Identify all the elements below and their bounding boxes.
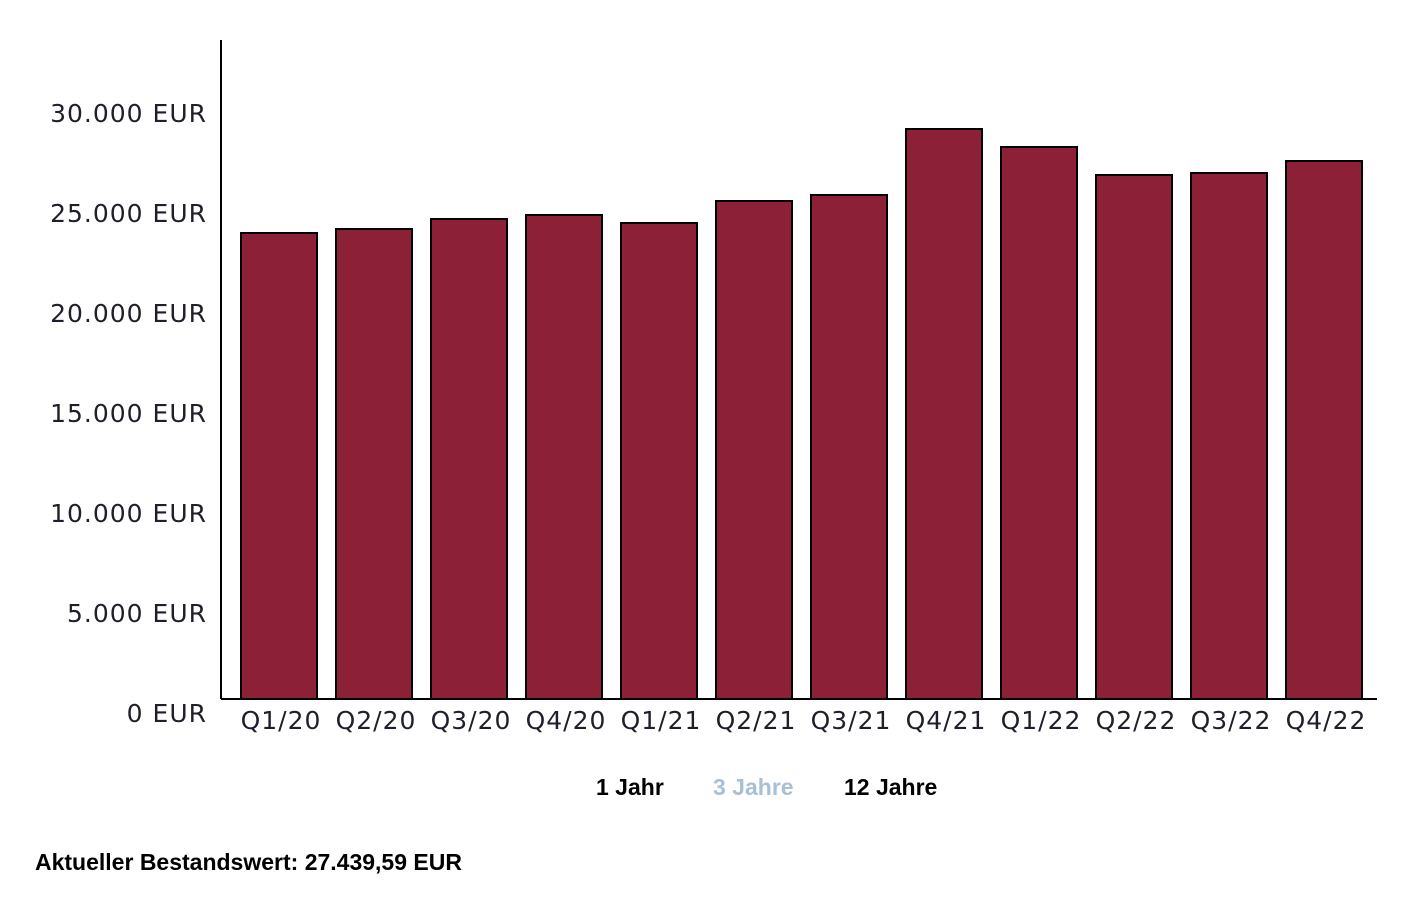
x-axis-ticks: Q1/20 Q2/20 Q3/20 Q4/20 Q1/21 Q2/21 Q3/21 Q4/21… <box>241 706 1367 735</box>
x-tick-label: Q4/22 <box>1286 706 1367 735</box>
bar-q1-20 <box>240 232 318 700</box>
x-tick-label: Q4/21 <box>906 706 987 735</box>
y-tick-label: 5.000 EUR <box>67 599 207 628</box>
range-option-1-jahr[interactable]: 1 Jahr <box>596 774 664 800</box>
bar-q4-20 <box>525 214 603 700</box>
x-tick-label: Q3/20 <box>431 706 512 735</box>
x-tick-label: Q1/20 <box>241 706 322 735</box>
bar-chart: 0 EUR 5.000 EUR 10.000 EUR 15.000 EUR 20.000… <box>50 40 1377 735</box>
current-value-label: Aktueller Bestandswert: 27.439,59 EUR <box>35 849 462 875</box>
y-tick-label: 15.000 EUR <box>50 399 207 428</box>
bar-q2-21 <box>715 200 793 700</box>
y-tick-label: 0 EUR <box>127 699 207 728</box>
bars-group <box>240 128 1363 700</box>
bar-q4-21 <box>905 128 983 700</box>
bar-q3-22 <box>1190 172 1268 700</box>
bar-q4-22 <box>1285 160 1363 700</box>
bar-q2-22 <box>1095 174 1173 700</box>
y-axis-ticks: 0 EUR 5.000 EUR 10.000 EUR 15.000 EUR 20.000… <box>50 99 207 728</box>
bar-q2-20 <box>335 228 413 700</box>
x-tick-label: Q3/22 <box>1191 706 1272 735</box>
y-tick-label: 30.000 EUR <box>50 99 207 128</box>
x-tick-label: Q2/21 <box>716 706 797 735</box>
y-tick-label: 10.000 EUR <box>50 499 207 528</box>
x-tick-label: Q1/22 <box>1001 706 1082 735</box>
x-tick-label: Q4/20 <box>526 706 607 735</box>
x-tick-label: Q3/21 <box>811 706 892 735</box>
y-tick-label: 20.000 EUR <box>50 299 207 328</box>
bar-q1-22 <box>1000 146 1078 700</box>
x-tick-label: Q2/22 <box>1096 706 1177 735</box>
bar-q1-21 <box>620 222 698 700</box>
x-tick-label: Q2/20 <box>336 706 417 735</box>
bar-q3-21 <box>810 194 888 700</box>
x-tick-label: Q1/21 <box>621 706 702 735</box>
y-tick-label: 25.000 EUR <box>50 199 207 228</box>
range-selector: 1 Jahr 3 Jahre 12 Jahre <box>0 770 1407 810</box>
range-option-12-jahre[interactable]: 12 Jahre <box>844 774 938 800</box>
range-option-3-jahre[interactable]: 3 Jahre <box>713 774 794 800</box>
bar-q3-20 <box>430 218 508 700</box>
